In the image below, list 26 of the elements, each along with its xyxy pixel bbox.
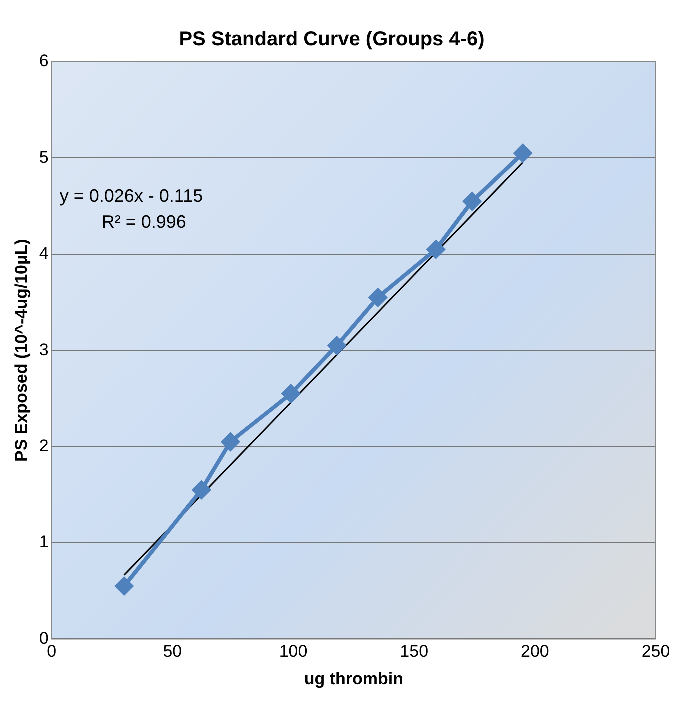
y-tick-label: 2 <box>39 436 49 456</box>
point <box>115 577 134 596</box>
y-tick-label: 4 <box>39 244 49 264</box>
point <box>514 144 532 162</box>
point <box>282 384 300 403</box>
x-tick-label: 250 <box>642 642 670 662</box>
annotation: y = 0.026x - 0.115 <box>60 186 204 206</box>
y-tick-label: 0 <box>39 628 49 648</box>
point <box>192 481 211 500</box>
y-tick-label: 5 <box>39 148 49 167</box>
y-tick-label: 6 <box>39 52 49 71</box>
x-tick-label: 50 <box>163 642 182 662</box>
y-axis-title: PS Exposed (10^-4ug/10µL) <box>12 239 31 462</box>
annotation: R² = 0.996 <box>102 212 186 232</box>
point <box>427 240 446 259</box>
x-tick-label: 150 <box>400 642 429 662</box>
x-axis-title: ug thrombin <box>304 669 404 688</box>
x-tick-label: 100 <box>279 642 308 662</box>
chart-title: PS Standard Curve (Groups 4-6) <box>179 28 485 51</box>
point <box>328 336 346 355</box>
y-tick-label: 1 <box>39 532 49 552</box>
point <box>222 432 240 451</box>
point <box>369 288 388 307</box>
x-tick-label: 200 <box>520 642 550 662</box>
y-tick-label: 3 <box>39 340 49 360</box>
point <box>463 192 482 210</box>
